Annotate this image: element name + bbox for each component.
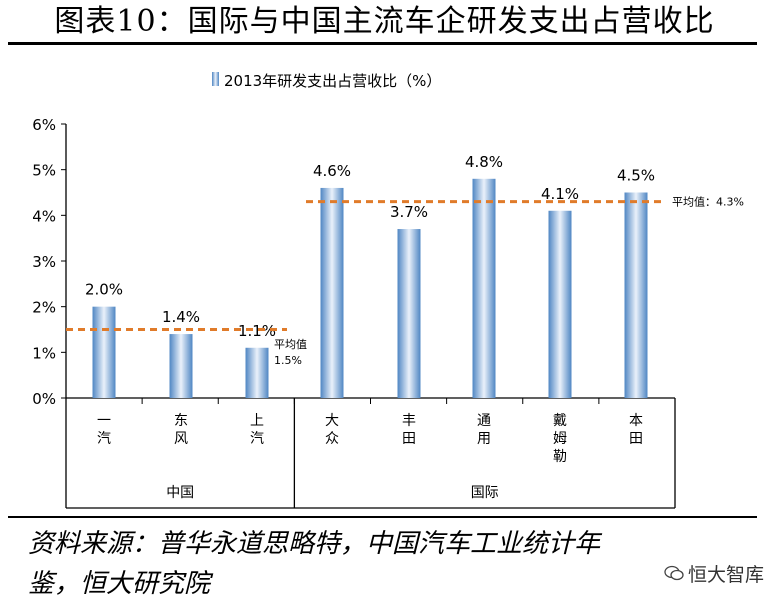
category-label: 丰田 xyxy=(402,413,416,447)
bar xyxy=(624,192,648,398)
category-label: 戴姆勒 xyxy=(553,413,567,465)
group-label: 国际 xyxy=(471,485,499,501)
y-tick-label: 3% xyxy=(32,253,56,271)
bar xyxy=(92,306,116,398)
data-label: 4.6% xyxy=(313,162,351,180)
category-label: 东风 xyxy=(174,413,188,447)
bar-chart: 2013年研发支出占营收比（%） 0% 1% 2% 3% 4% 5% 6% 中国 国际 2.0%… xyxy=(32,72,744,509)
category-label: 一汽 xyxy=(97,413,111,447)
wechat-icon xyxy=(664,564,684,586)
bar xyxy=(169,334,193,398)
data-label: 4.8% xyxy=(465,153,503,171)
page-title: 图表10：国际与中国主流车企研发支出占营收比 xyxy=(54,4,715,39)
y-tick-label: 5% xyxy=(32,162,56,180)
group-label: 中国 xyxy=(166,485,194,501)
watermark-text: 恒大智库 xyxy=(688,564,765,586)
legend-label: 2013年研发支出占营收比（%） xyxy=(224,72,441,90)
bar xyxy=(548,210,572,398)
data-label: 3.7% xyxy=(390,203,428,221)
watermark: 恒大智库 xyxy=(664,560,764,587)
data-label: 4.1% xyxy=(541,185,579,203)
source-note: 资料来源：普华永道思略特，中国汽车工业统计年 鉴，恒大研究院 xyxy=(28,524,728,604)
legend-swatch xyxy=(212,72,219,86)
y-tick-label: 0% xyxy=(32,390,56,408)
y-tick-label: 1% xyxy=(32,344,56,362)
category-label: 通用 xyxy=(477,413,491,447)
avg-label-china: 平均值 1.5% xyxy=(274,338,307,367)
data-label: 1.1% xyxy=(238,322,276,340)
y-tick-label: 4% xyxy=(32,207,56,225)
bar xyxy=(320,187,344,398)
category-label: 大众 xyxy=(325,413,339,447)
category-label: 本田 xyxy=(629,413,643,447)
bar xyxy=(397,229,421,398)
title-divider xyxy=(8,42,757,45)
y-tick-label: 6% xyxy=(32,116,56,134)
data-label: 4.5% xyxy=(617,167,655,185)
source-line-1: 资料来源：普华永道思略特，中国汽车工业统计年 xyxy=(28,529,601,559)
source-line-2: 鉴，恒大研究院 xyxy=(28,569,211,599)
y-tick-label: 2% xyxy=(32,299,56,317)
category-label: 上汽 xyxy=(250,413,264,447)
bar xyxy=(472,178,496,398)
data-label: 1.4% xyxy=(162,308,200,326)
avg-label-intl: 平均值：4.3% xyxy=(672,196,744,209)
bar xyxy=(245,347,269,398)
footer-divider xyxy=(8,516,757,518)
data-label: 2.0% xyxy=(85,281,123,299)
